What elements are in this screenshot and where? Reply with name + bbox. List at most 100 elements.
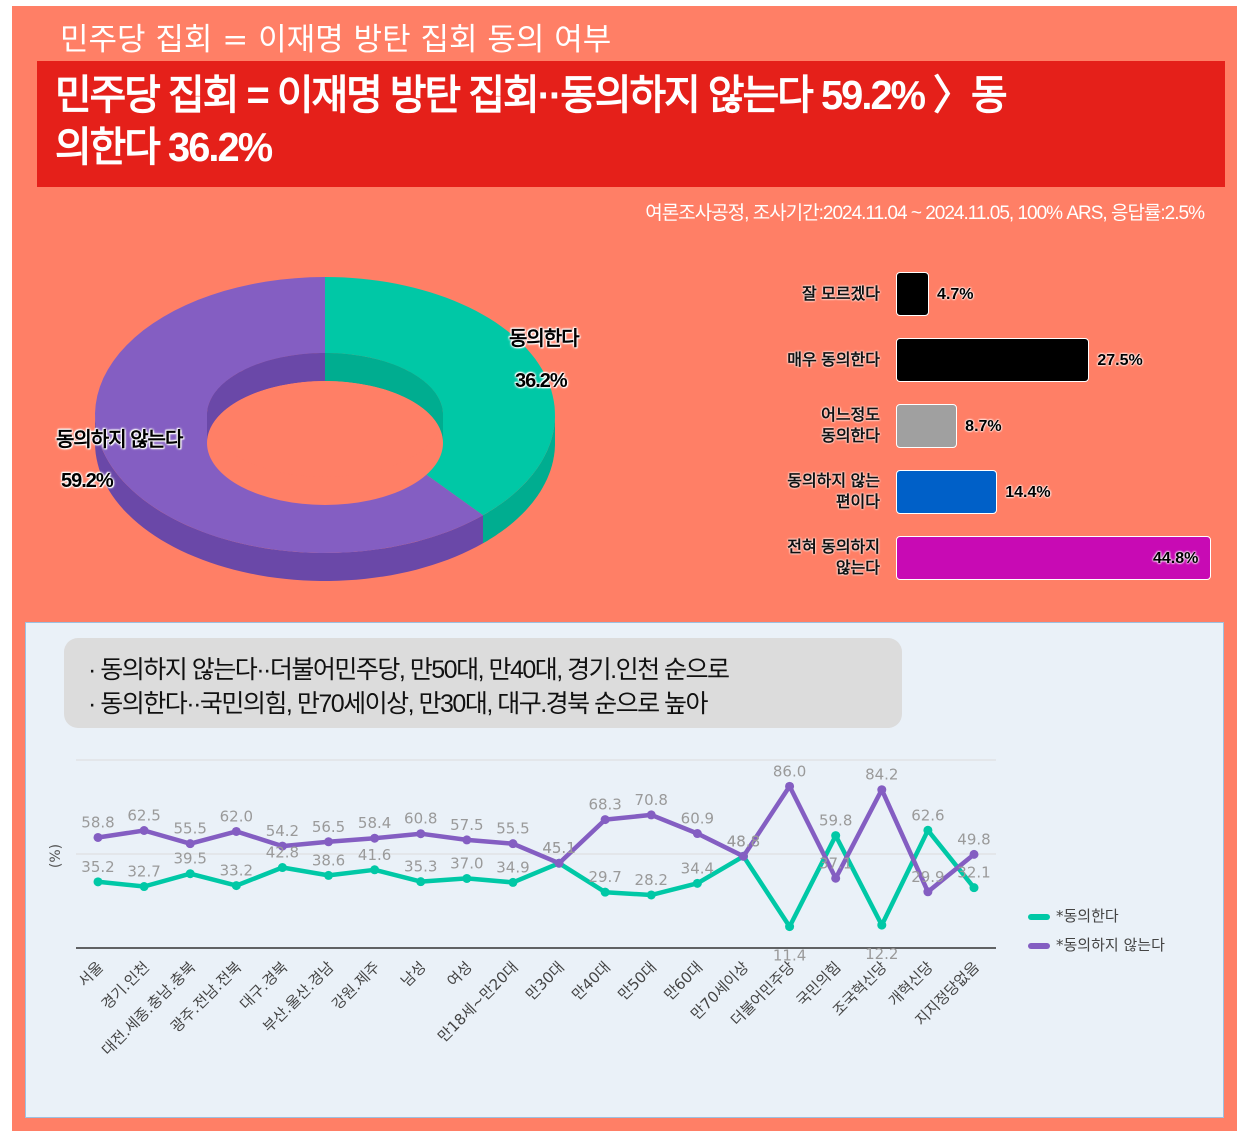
x-tick-label: 남성 [397, 958, 429, 990]
data-point [554, 858, 564, 868]
x-tick-label: 만18세~만20대 [434, 958, 522, 1046]
data-label: 68.3 [588, 796, 621, 814]
data-label: 55.5 [174, 820, 207, 838]
data-label: 54.2 [266, 822, 299, 840]
data-point [923, 825, 933, 835]
data-label: 12.2 [865, 945, 898, 963]
data-point [139, 826, 149, 835]
data-label: 62.0 [220, 807, 253, 825]
bar-4 [896, 536, 1211, 580]
data-point [462, 835, 472, 845]
data-label: 39.5 [174, 850, 207, 868]
data-point [277, 863, 287, 873]
donut-inner-wall-visible-1 [207, 353, 325, 443]
data-label: 49.8 [957, 830, 990, 848]
x-tick-label: 만40대 [568, 958, 614, 1004]
y-axis-label: (%) [48, 844, 64, 868]
data-point [785, 922, 795, 932]
summary-line-disagree: · 동의하지 않는다··더불어민주당, 만50대, 만40대, 경기.인천 순으… [88, 656, 730, 684]
data-point [324, 837, 334, 847]
bar-category-label: 전혀 동의하지 않는다 [787, 539, 880, 577]
bar-2 [896, 404, 958, 448]
bar-value-label: 44.8% [1153, 550, 1199, 567]
x-tick-label: 만30대 [522, 958, 568, 1004]
data-label: 48.8 [727, 832, 760, 850]
legend-item-disagree: *동의하지 않는다 [1028, 934, 1165, 955]
data-label: 29.7 [588, 868, 621, 886]
x-tick-label: 여성 [443, 958, 475, 990]
data-point [139, 882, 149, 892]
bar-value-label: 27.5% [1097, 352, 1143, 369]
data-point [877, 785, 887, 795]
headline-line-2: 의한다 36.2% [55, 124, 273, 170]
donut-inner-wall-visible-0 [325, 353, 443, 443]
bar-1 [896, 338, 1090, 382]
data-point [277, 841, 287, 851]
donut-label-disagree: 동의하지 않는다 [56, 429, 183, 451]
data-point [600, 815, 610, 825]
data-label: 37.0 [450, 854, 483, 872]
data-point [969, 849, 979, 859]
data-label: 62.5 [127, 807, 160, 825]
data-label: 11.4 [773, 947, 806, 965]
bar-value-label: 4.7% [937, 286, 974, 303]
donut-slice-side-0 [483, 415, 555, 544]
survey-info: 여론조사공정, 조사기간:2024.11.04 ~ 2024.11.05, 10… [645, 203, 1205, 224]
data-label: 33.2 [220, 862, 253, 880]
donut-chart [95, 277, 555, 581]
bar-category-label: 어느정도 동의한다 [821, 407, 880, 445]
data-point [646, 890, 656, 900]
bar-category-label: 잘 모르겠다 [801, 286, 880, 303]
data-point [831, 873, 841, 883]
data-label: 32.7 [127, 863, 160, 881]
data-label: 58.8 [81, 813, 114, 831]
donut-label-agree: 동의한다 [509, 328, 580, 350]
data-point [416, 829, 426, 839]
data-point [185, 869, 195, 879]
data-label: 55.5 [496, 820, 529, 838]
data-label: 42.8 [266, 844, 299, 862]
donut-slice-0 [325, 277, 555, 516]
data-point [370, 833, 380, 843]
data-point [923, 887, 933, 897]
bar-0 [896, 272, 930, 316]
data-point [831, 831, 841, 841]
data-point [93, 832, 103, 842]
top-title: 민주당 집회 = 이재명 방탄 집회 동의 여부 [60, 22, 612, 58]
data-label: 35.2 [81, 858, 114, 876]
data-label: 70.8 [635, 791, 668, 809]
summary-line-agree: · 동의한다··국민의힘, 만70세이상, 만30대, 대구.경북 순으로 높아 [88, 690, 709, 718]
data-label: 57.5 [450, 816, 483, 834]
summary-note: · 동의하지 않는다··더불어민주당, 만50대, 만40대, 경기.인천 순으… [64, 638, 902, 728]
legend-swatch-disagree [1028, 942, 1050, 949]
data-label: 34.4 [681, 859, 714, 877]
series-line-0 [97, 828, 976, 929]
data-label: 32.1 [957, 864, 990, 882]
data-label: 84.2 [865, 766, 898, 784]
data-point [462, 873, 472, 883]
data-label: 56.5 [312, 818, 345, 836]
donut-value-disagree: 59.2% [61, 470, 114, 492]
data-point [785, 781, 795, 791]
data-label: 34.9 [496, 858, 529, 876]
data-point [231, 826, 241, 836]
data-point [692, 878, 702, 888]
data-label: 62.6 [911, 806, 944, 824]
bar-3 [896, 470, 998, 514]
data-label: 45.1 [542, 839, 575, 857]
legend-swatch-agree [1028, 913, 1050, 920]
headline-text: 민주당 집회 = 이재명 방탄 집회··동의하지 않는다 59.2% 〉동 의한… [55, 69, 1190, 173]
data-point [416, 877, 426, 887]
data-label: 35.3 [404, 858, 437, 876]
data-label: 45.1 [542, 839, 575, 857]
data-point [231, 881, 241, 891]
headline-line-1: 민주당 집회 = 이재명 방탄 집회··동의하지 않는다 59.2% 〉동 [55, 72, 1008, 118]
x-tick-label: 서울 [75, 958, 107, 990]
bar-category-label: 동의하지 않는 편이다 [787, 473, 880, 511]
data-label: 60.8 [404, 810, 437, 828]
data-point [93, 877, 103, 887]
data-point [969, 883, 979, 893]
data-point [692, 829, 702, 839]
data-label: 86.0 [773, 762, 806, 780]
